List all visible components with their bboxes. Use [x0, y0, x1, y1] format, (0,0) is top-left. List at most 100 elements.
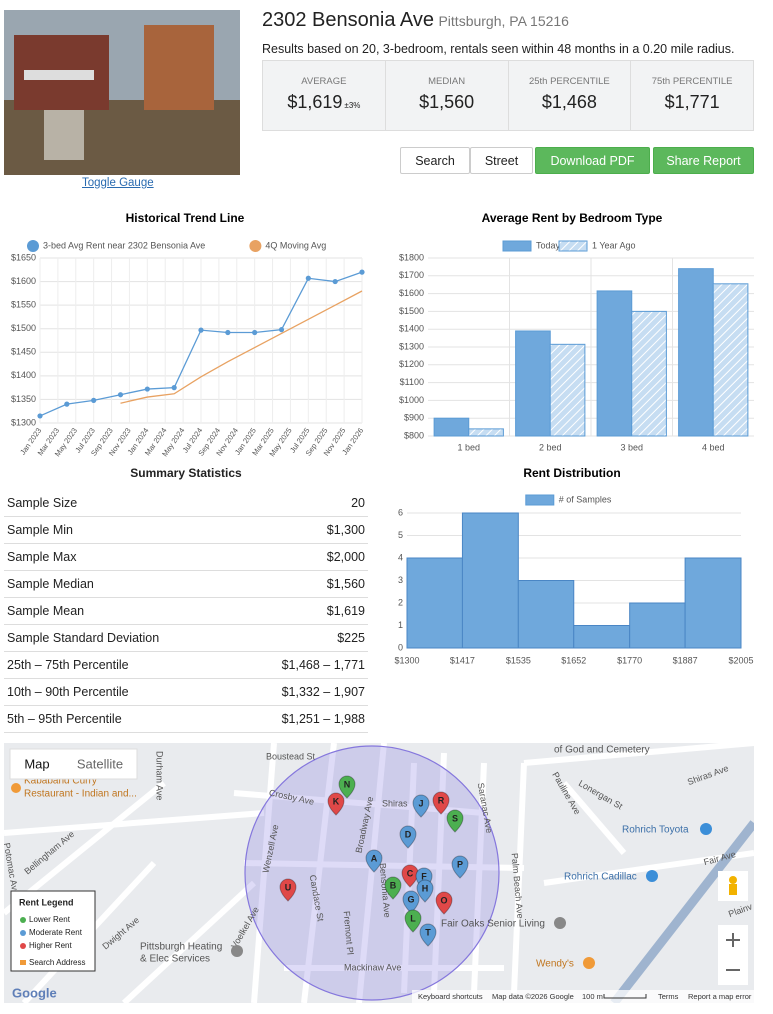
place-icon [583, 957, 595, 969]
y-tick-label: $1550 [11, 300, 36, 310]
stat-label: 25th PERCENTILE [528, 76, 610, 87]
y-tick-label: $1300 [11, 417, 36, 427]
stat-cell: 25th PERCENTILE $1,468 [507, 61, 631, 130]
address: 2302 Bensonia Ave [262, 9, 435, 31]
y-tick-label: $1500 [399, 306, 424, 316]
stat-label: MEDIAN [428, 76, 466, 87]
y-tick-label: $1200 [399, 359, 424, 369]
y-tick-label: $1650 [11, 252, 36, 262]
legend-item: Moderate Rent [29, 928, 83, 937]
data-point [198, 327, 204, 333]
map-canvas: Boustead St Crosby Ave Shiras Shiras Ave… [4, 743, 754, 1003]
summary-row: Sample Mean $1,619 [4, 598, 368, 625]
stat-label: AVERAGE [301, 76, 347, 87]
summary-label: Sample Mean [7, 604, 85, 618]
map-tab[interactable]: Map [24, 756, 49, 771]
summary-value: $1,332 – 1,907 [281, 685, 365, 699]
place-icon [700, 823, 712, 835]
chart-title: Average Rent by Bedroom Type [482, 211, 663, 225]
legend-label: # of Samples [559, 494, 612, 504]
map-pin [402, 890, 420, 914]
x-tick-label: 1 bed [457, 442, 480, 452]
legend-label: Today [536, 240, 561, 250]
pin-letter: L [410, 913, 416, 923]
y-tick-label: 1 [398, 620, 403, 630]
summary-value: $1,251 – 1,988 [281, 712, 365, 726]
x-tick-label: 4 bed [702, 442, 725, 452]
y-tick-label: 4 [398, 552, 403, 562]
download-button[interactable]: Download PDF [535, 147, 650, 174]
y-tick-label: $1600 [399, 288, 424, 298]
summary-value: $2,000 [326, 550, 365, 564]
toggle-gauge[interactable]: Toggle Gauge [82, 177, 154, 189]
stats-box: AVERAGE $1,619 ±3% MEDIAN $1,560 25th PERCENT… [262, 60, 754, 131]
place-label: Rohrich Cadillac [564, 872, 637, 883]
place-label: Kababand Curry [24, 776, 97, 787]
distribution-chart: Rent Distribution 0 1 2 3 4 5 6 # of Samples $130… [394, 466, 753, 665]
pin-letter: F [421, 871, 427, 881]
map-pin [412, 794, 430, 818]
y-tick-label: $1600 [11, 276, 36, 286]
pin-letter: T [425, 927, 431, 937]
stat-value: $1,619 [287, 92, 343, 112]
data-point [144, 386, 150, 392]
street-label: Durham Ave [155, 751, 165, 800]
street-label: Mackinaw Ave [344, 962, 401, 972]
summary-value: 20 [351, 496, 365, 510]
pin-letter: D [405, 829, 412, 839]
legend-swatch [558, 240, 588, 252]
histogram-bar [406, 557, 463, 649]
summary-value: $225 [337, 631, 365, 645]
map-pin [338, 775, 356, 799]
place-label: Restaurant - Indian and... [24, 789, 137, 800]
place-label: Fair Oaks Senior Living [441, 919, 545, 930]
summary-row: Sample Max $2,000 [4, 544, 368, 571]
summary-row: Sample Min $1,300 [4, 517, 368, 544]
map-pin [384, 876, 402, 900]
bar [468, 428, 504, 437]
street-photo [4, 10, 240, 175]
series-line [120, 290, 363, 404]
data-point [91, 397, 97, 403]
y-tick-label: $1450 [11, 347, 36, 357]
place-label: Rohrich Toyota [622, 825, 689, 836]
y-tick-label: $1800 [399, 252, 424, 262]
map-footer[interactable]: Report a map error [688, 992, 752, 1001]
map-footer[interactable]: Keyboard shortcuts [418, 992, 483, 1001]
city: Pittsburgh, PA 15216 [438, 13, 569, 29]
search-button[interactable]: Search [400, 147, 470, 174]
place-label: Pittsburgh Heating [140, 942, 222, 953]
street-button[interactable]: Street [470, 147, 533, 174]
legend-item: Lower Rent [29, 915, 71, 924]
place-icon [554, 917, 566, 929]
share-button[interactable]: Share Report [653, 147, 754, 174]
data-point [278, 327, 285, 333]
legend-swatch [525, 494, 555, 506]
map-footer[interactable]: Terms [658, 992, 679, 1001]
pin-letter: G [407, 894, 414, 904]
map-tab[interactable]: Satellite [77, 756, 123, 771]
summary-label: 10th – 90th Percentile [7, 685, 129, 699]
histogram-bar [629, 602, 686, 649]
x-tick-label: 2 bed [539, 442, 562, 452]
summary-label: Sample Max [7, 550, 77, 564]
map[interactable]: Boustead St Crosby Ave Shiras Shiras Ave… [4, 743, 754, 1003]
place-icon [11, 783, 21, 793]
y-tick-label: $1400 [399, 324, 424, 334]
x-tick-label: $1417 [450, 655, 475, 665]
y-tick-label: $800 [404, 430, 424, 440]
stat-extra: ±3% [344, 101, 361, 110]
stat-cell: MEDIAN $1,560 [384, 61, 508, 130]
stat-value: $1,560 [419, 92, 475, 112]
map-pin [399, 825, 417, 849]
data-point [359, 269, 365, 275]
bar [596, 290, 633, 437]
summary-value: $1,300 [326, 523, 365, 537]
pin-letter: U [285, 882, 292, 892]
map-tabs [9, 748, 138, 780]
summary-table: Sample Size 20 Sample Min $1,300 Sample Max $… [4, 490, 368, 733]
data-point [171, 385, 177, 391]
title-block: 2302 Bensonia Ave Pittsburgh, PA 15216 [262, 9, 569, 32]
y-tick-label: $900 [404, 413, 424, 423]
data-point [64, 401, 70, 407]
